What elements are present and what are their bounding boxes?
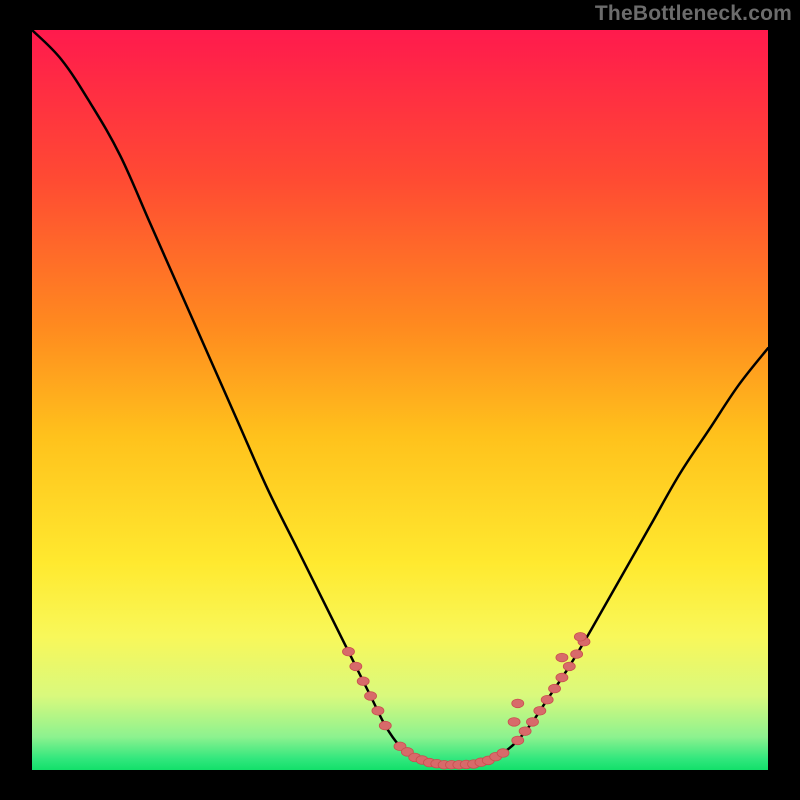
highlight-dot — [497, 749, 509, 758]
highlight-dot — [541, 695, 553, 704]
highlight-dot — [571, 650, 583, 659]
highlight-dot — [350, 662, 362, 671]
highlight-dot — [357, 677, 369, 686]
highlight-dot — [372, 707, 384, 716]
highlight-dot — [519, 727, 531, 736]
plot-area — [32, 30, 768, 770]
watermark-text: TheBottleneck.com — [595, 2, 792, 26]
highlight-dot — [512, 699, 524, 708]
highlight-dot — [563, 662, 575, 671]
highlight-dot — [556, 653, 568, 662]
chart-canvas: TheBottleneck.com — [0, 0, 800, 800]
highlight-dot — [365, 692, 377, 701]
highlight-dot — [574, 633, 586, 642]
highlight-dot — [549, 684, 561, 693]
highlight-dot — [556, 673, 568, 682]
highlight-dot — [534, 707, 546, 716]
bottleneck-curve — [32, 30, 768, 765]
highlight-dot — [508, 718, 520, 727]
highlight-dots — [342, 633, 590, 770]
highlight-dot — [342, 647, 354, 656]
highlight-dot — [512, 736, 524, 745]
curve-layer — [32, 30, 768, 770]
highlight-dot — [526, 718, 538, 727]
highlight-dot — [379, 721, 391, 730]
